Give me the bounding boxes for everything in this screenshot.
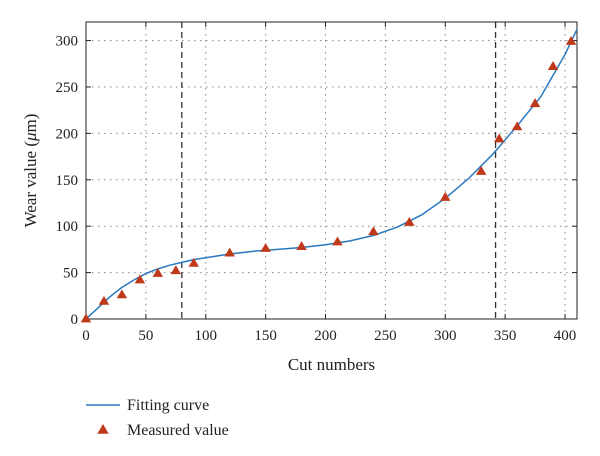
measured-point: [547, 61, 559, 70]
y-axis-ticks: 0 50 100 150 200 250 300: [56, 34, 577, 328]
measured-point: [511, 121, 523, 131]
measured-point: [116, 289, 128, 299]
x-axis-title: Cut numbers: [288, 355, 375, 374]
legend-measured-swatch: [97, 424, 109, 434]
measured-point: [170, 265, 182, 275]
x-tick-label: 50: [138, 328, 153, 344]
series: [80, 29, 578, 323]
y-tick-label: 200: [56, 126, 79, 142]
x-tick-label: 0: [82, 328, 90, 344]
reference-lines: [181, 22, 497, 319]
measured-point: [404, 216, 415, 226]
plot-frame: [85, 21, 578, 320]
measured-point: [475, 165, 487, 175]
measured-point: [296, 241, 307, 251]
y-tick-label: 0: [71, 312, 79, 328]
x-tick-label: 100: [195, 328, 218, 344]
y-tick-label: 250: [56, 80, 79, 96]
measured-point: [98, 295, 110, 305]
y-axis-title: Wear value (μm): [21, 114, 40, 228]
measured-point: [80, 313, 92, 323]
x-tick-label: 400: [554, 328, 577, 344]
fitting-curve-line: [85, 29, 578, 320]
y-tick-label: 50: [63, 266, 78, 282]
measured-point: [152, 268, 164, 277]
legend-fit-label: Fitting curve: [127, 397, 209, 414]
y-axis-title-mu: μ: [21, 132, 40, 142]
x-axis-ticks: 0 50 100 150 200 250 300 350 400: [82, 22, 576, 344]
x-tick-label: 250: [374, 328, 397, 344]
y-axis-title-suffix: m): [21, 114, 40, 133]
y-axis-title-prefix: Wear value (: [21, 141, 40, 228]
measured-point: [529, 98, 541, 108]
legend-measured-label: Measured value: [127, 422, 229, 439]
measured-point: [188, 257, 200, 267]
measured-point: [440, 191, 451, 201]
x-tick-label: 300: [434, 328, 457, 344]
measured-point: [332, 236, 343, 246]
legend: Fitting curve Measured value: [86, 397, 229, 439]
measured-point: [134, 274, 146, 284]
measured-point: [224, 247, 235, 257]
measured-point: [260, 242, 271, 252]
x-tick-label: 150: [254, 328, 277, 344]
measured-point: [493, 133, 505, 143]
y-tick-label: 300: [56, 34, 79, 50]
y-tick-label: 150: [56, 173, 79, 189]
y-tick-label: 100: [56, 219, 79, 235]
x-tick-label: 200: [314, 328, 337, 344]
x-tick-label: 350: [494, 328, 517, 344]
measured-point: [565, 35, 577, 45]
measured-point: [368, 226, 379, 236]
